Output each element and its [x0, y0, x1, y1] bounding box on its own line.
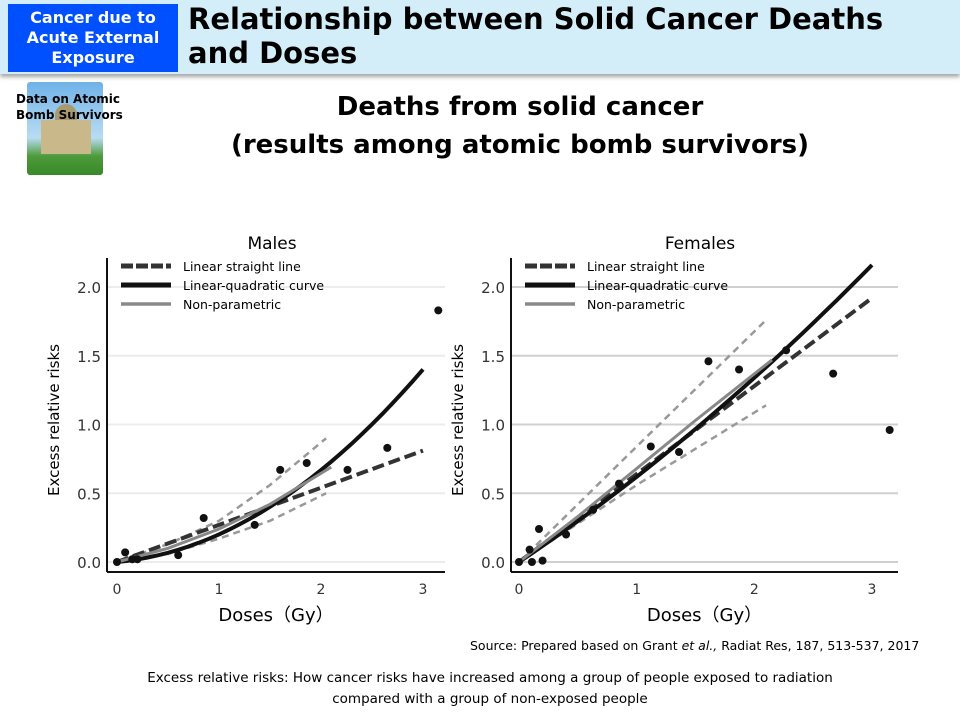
confidence-upper [116, 437, 327, 564]
data-point [174, 551, 183, 560]
data-point [538, 556, 547, 565]
chart-females: 0.0 0.5 1.0 1.5 2.0 0 1 2 3 Females Doses（Gy） Exces… [449, 234, 898, 626]
y-tick-label: 0.0 [481, 554, 505, 572]
data-point [589, 505, 598, 514]
data-point [302, 459, 311, 467]
x-tick-label: 1 [632, 582, 641, 598]
atomic-bomb-dome-image [27, 82, 103, 175]
series-nonparam [116, 465, 332, 564]
legend-label: Linear straight line [587, 259, 705, 274]
y-tick-label: 2.0 [77, 279, 101, 297]
x-tick-label: 1 [215, 582, 224, 598]
x-tick-label: 2 [317, 582, 326, 598]
chart-title: Males [247, 234, 296, 254]
source-italic: et al., [681, 638, 718, 653]
data-point [525, 545, 534, 554]
y-tick-label: 1.0 [77, 417, 101, 435]
y-tick-label: 1.5 [481, 348, 505, 366]
y-tick-label: 1.5 [77, 348, 101, 366]
data-point [646, 442, 655, 451]
y-tick-label: 0.5 [481, 485, 505, 503]
chart-males: 0.0 0.5 1.0 1.5 2.0 0 1 2 3 Males Doses（Gy） Excess … [45, 234, 445, 626]
x-tick-label: 3 [419, 582, 428, 598]
data-point [704, 357, 713, 366]
section-badge: Cancer due to Acute External Exposure [8, 4, 178, 72]
header-bar: Cancer due to Acute External Exposure Re… [0, 0, 960, 74]
x-tick-label: 0 [113, 582, 122, 598]
data-point [250, 520, 259, 529]
y-tick-label: 2.0 [481, 279, 505, 297]
y-axis-title: Excess relative risks [449, 344, 467, 496]
y-axis-title: Excess relative risks [45, 344, 63, 496]
chart-subtitle: Deaths from solid cancer (results among … [230, 92, 810, 160]
data-point [113, 558, 121, 566]
x-tick-label: 3 [868, 582, 877, 598]
confidence-lower [518, 404, 767, 564]
source-citation: Source: Prepared based on Grant et al., … [470, 638, 919, 653]
data-point [133, 555, 142, 564]
data-point [615, 479, 624, 488]
confidence-upper [518, 319, 767, 563]
source-suffix: Radiat Res, 187, 513-537, 2017 [717, 638, 920, 653]
data-point [343, 465, 352, 474]
source-prefix: Source: Prepared based on Grant [470, 638, 682, 653]
series-nonparam [518, 358, 773, 564]
data-point [276, 465, 285, 474]
series-lq [517, 263, 874, 564]
data-point [562, 530, 571, 539]
y-tick-label: 1.0 [481, 417, 505, 435]
data-point [829, 369, 838, 378]
data-point [675, 448, 684, 456]
data-point [735, 365, 744, 374]
y-tick-label: 0.5 [77, 485, 101, 503]
x-axis-title: Doses（Gy） [218, 605, 333, 626]
data-point [434, 306, 443, 315]
legend-label: Linear-quadratic curve [587, 278, 728, 293]
legend-label: Non-parametric [587, 297, 685, 312]
data-point [535, 525, 544, 533]
legend-label: Linear straight line [183, 259, 301, 274]
data-point [383, 443, 392, 452]
legend-label: Linear-quadratic curve [183, 278, 324, 293]
data-point [515, 558, 523, 566]
x-tick-label: 0 [515, 582, 524, 598]
data-point [527, 558, 536, 566]
series-lq [116, 368, 425, 564]
y-tick-label: 0.0 [77, 554, 101, 572]
x-tick-label: 2 [750, 582, 759, 598]
data-point [885, 426, 894, 434]
footnote: Excess relative risks: How cancer risks … [147, 670, 833, 707]
data-point [121, 548, 130, 557]
data-point [782, 346, 791, 355]
data-point [199, 514, 208, 522]
image-label: Data on Atomic Bomb Survivors [16, 92, 123, 122]
legend-label: Non-parametric [183, 297, 281, 312]
x-axis-title: Doses（Gy） [647, 605, 762, 626]
chart-title: Females [665, 234, 735, 254]
page-title: Relationship between Solid Cancer Deaths… [188, 2, 884, 70]
